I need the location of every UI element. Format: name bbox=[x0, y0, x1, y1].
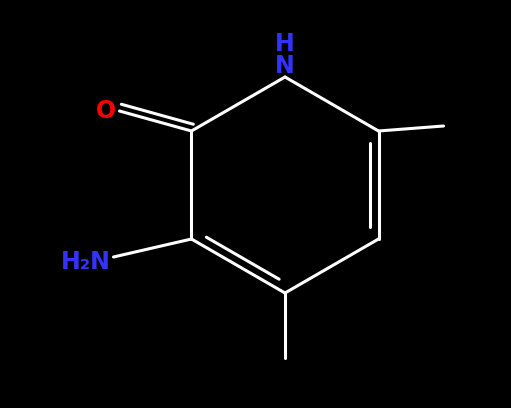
Text: H
N: H N bbox=[275, 32, 295, 78]
Text: H₂N: H₂N bbox=[60, 250, 110, 274]
Text: O: O bbox=[96, 99, 115, 123]
